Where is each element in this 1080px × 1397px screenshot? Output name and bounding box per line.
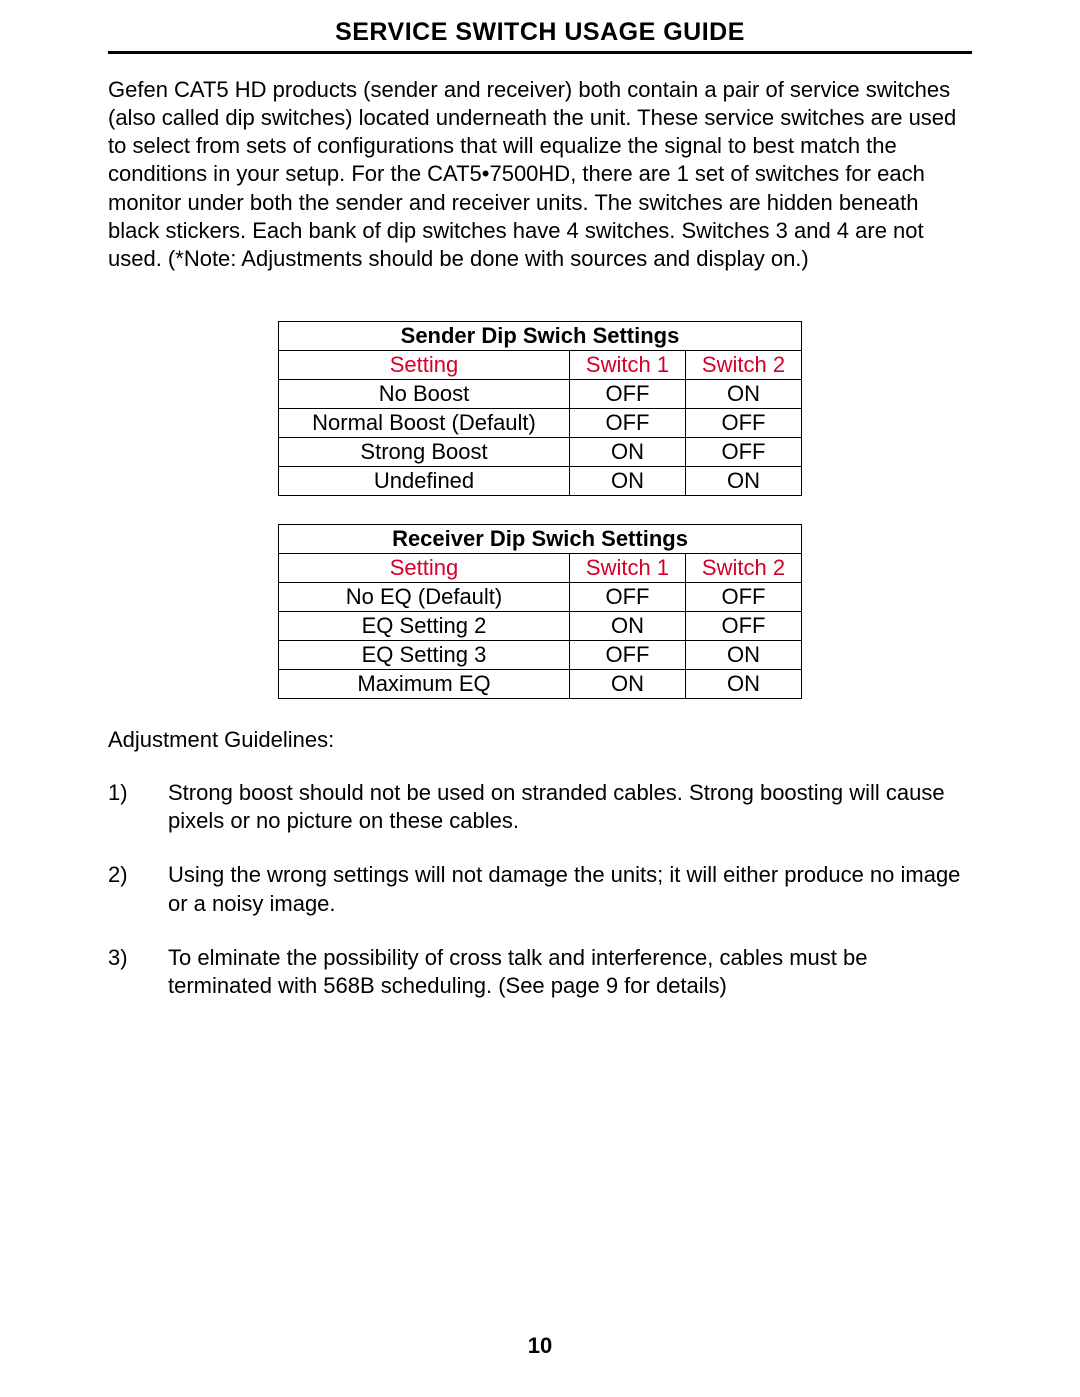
- list-item: 2) Using the wrong settings will not dam…: [108, 861, 972, 917]
- receiver-cell: ON: [570, 670, 686, 699]
- receiver-table: Receiver Dip Swich Settings Setting Swit…: [278, 524, 802, 699]
- table-row: Normal Boost (Default) OFF OFF: [279, 409, 802, 438]
- list-item: 1) Strong boost should not be used on st…: [108, 779, 972, 835]
- title-block: SERVICE SWITCH USAGE GUIDE: [108, 18, 972, 54]
- page-title: SERVICE SWITCH USAGE GUIDE: [335, 18, 745, 46]
- table-row: No EQ (Default) OFF OFF: [279, 583, 802, 612]
- sender-cell: ON: [570, 467, 686, 496]
- sender-col-switch2: Switch 2: [686, 351, 802, 380]
- receiver-cell: OFF: [686, 612, 802, 641]
- receiver-cell: ON: [686, 670, 802, 699]
- sender-table-title: Sender Dip Swich Settings: [279, 322, 802, 351]
- guidelines-title: Adjustment Guidelines:: [108, 727, 972, 753]
- sender-cell: ON: [686, 467, 802, 496]
- sender-cell: Strong Boost: [279, 438, 570, 467]
- tables-container: Sender Dip Swich Settings Setting Switch…: [108, 321, 972, 699]
- sender-cell: ON: [686, 380, 802, 409]
- intro-paragraph: Gefen CAT5 HD products (sender and recei…: [108, 76, 972, 273]
- table-row: Strong Boost ON OFF: [279, 438, 802, 467]
- list-item-number: 3): [108, 944, 168, 1000]
- sender-cell: OFF: [686, 409, 802, 438]
- sender-col-switch1: Switch 1: [570, 351, 686, 380]
- table-row: Undefined ON ON: [279, 467, 802, 496]
- sender-cell: OFF: [686, 438, 802, 467]
- sender-cell: Undefined: [279, 467, 570, 496]
- sender-col-setting: Setting: [279, 351, 570, 380]
- sender-cell: OFF: [570, 409, 686, 438]
- receiver-cell: ON: [686, 641, 802, 670]
- sender-cell: No Boost: [279, 380, 570, 409]
- receiver-cell: No EQ (Default): [279, 583, 570, 612]
- document-page: SERVICE SWITCH USAGE GUIDE Gefen CAT5 HD…: [0, 0, 1080, 1397]
- receiver-col-switch2: Switch 2: [686, 554, 802, 583]
- receiver-cell: OFF: [686, 583, 802, 612]
- receiver-cell: OFF: [570, 583, 686, 612]
- list-item: 3) To elminate the possibility of cross …: [108, 944, 972, 1000]
- sender-cell: Normal Boost (Default): [279, 409, 570, 438]
- sender-cell: OFF: [570, 380, 686, 409]
- list-item-number: 1): [108, 779, 168, 835]
- receiver-cell: Maximum EQ: [279, 670, 570, 699]
- page-number: 10: [0, 1333, 1080, 1359]
- list-item-text: Strong boost should not be used on stran…: [168, 779, 972, 835]
- receiver-cell: ON: [570, 612, 686, 641]
- receiver-col-setting: Setting: [279, 554, 570, 583]
- receiver-cell: EQ Setting 2: [279, 612, 570, 641]
- table-row: EQ Setting 2 ON OFF: [279, 612, 802, 641]
- list-item-text: Using the wrong settings will not damage…: [168, 861, 972, 917]
- receiver-cell: OFF: [570, 641, 686, 670]
- receiver-cell: EQ Setting 3: [279, 641, 570, 670]
- list-item-number: 2): [108, 861, 168, 917]
- table-row: No Boost OFF ON: [279, 380, 802, 409]
- table-row: EQ Setting 3 OFF ON: [279, 641, 802, 670]
- list-item-text: To elminate the possibility of cross tal…: [168, 944, 972, 1000]
- guidelines-list: 1) Strong boost should not be used on st…: [108, 779, 972, 1000]
- sender-cell: ON: [570, 438, 686, 467]
- receiver-col-switch1: Switch 1: [570, 554, 686, 583]
- sender-table: Sender Dip Swich Settings Setting Switch…: [278, 321, 802, 496]
- receiver-table-title: Receiver Dip Swich Settings: [279, 525, 802, 554]
- table-row: Maximum EQ ON ON: [279, 670, 802, 699]
